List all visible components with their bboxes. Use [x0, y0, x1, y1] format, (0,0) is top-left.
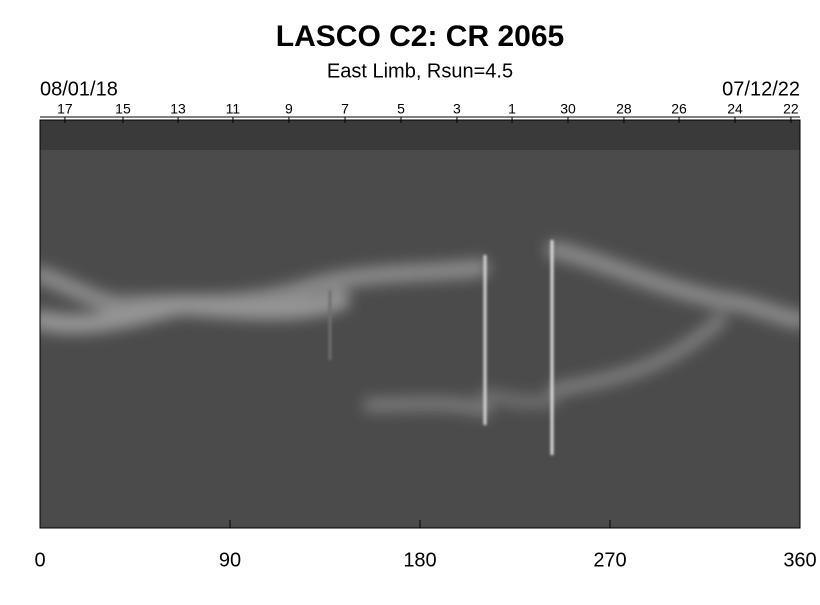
top-tick-label: 28 — [616, 101, 632, 117]
top-tick-label: 26 — [671, 101, 687, 117]
top-tick-label: 13 — [170, 101, 186, 117]
synoptic-image — [40, 120, 800, 528]
top-tick-label: 5 — [397, 101, 405, 117]
top-tick-label: 24 — [727, 101, 743, 117]
top-tick-label: 1 — [508, 101, 516, 117]
end-date: 07/12/22 — [722, 78, 800, 100]
top-tick-label: 7 — [341, 101, 349, 117]
top-tick-label: 22 — [783, 101, 799, 117]
start-date: 08/01/18 — [40, 78, 118, 100]
x-tick-label: 360 — [783, 549, 816, 571]
top-tick-label: 15 — [115, 101, 131, 117]
x-tick-label: 270 — [593, 549, 626, 571]
x-tick-label: 90 — [219, 549, 241, 571]
top-tick-label: 9 — [285, 101, 293, 117]
top-tick-label: 30 — [560, 101, 576, 117]
top-tick-label: 17 — [57, 101, 73, 117]
chart-title: LASCO C2: CR 2065 — [276, 20, 564, 53]
chart-subtitle: East Limb, Rsun=4.5 — [327, 60, 513, 82]
top-tick-label: 11 — [226, 101, 241, 117]
top-tick-label: 3 — [453, 101, 461, 117]
x-tick-label: 180 — [403, 549, 436, 571]
x-tick-label: 0 — [34, 549, 45, 571]
